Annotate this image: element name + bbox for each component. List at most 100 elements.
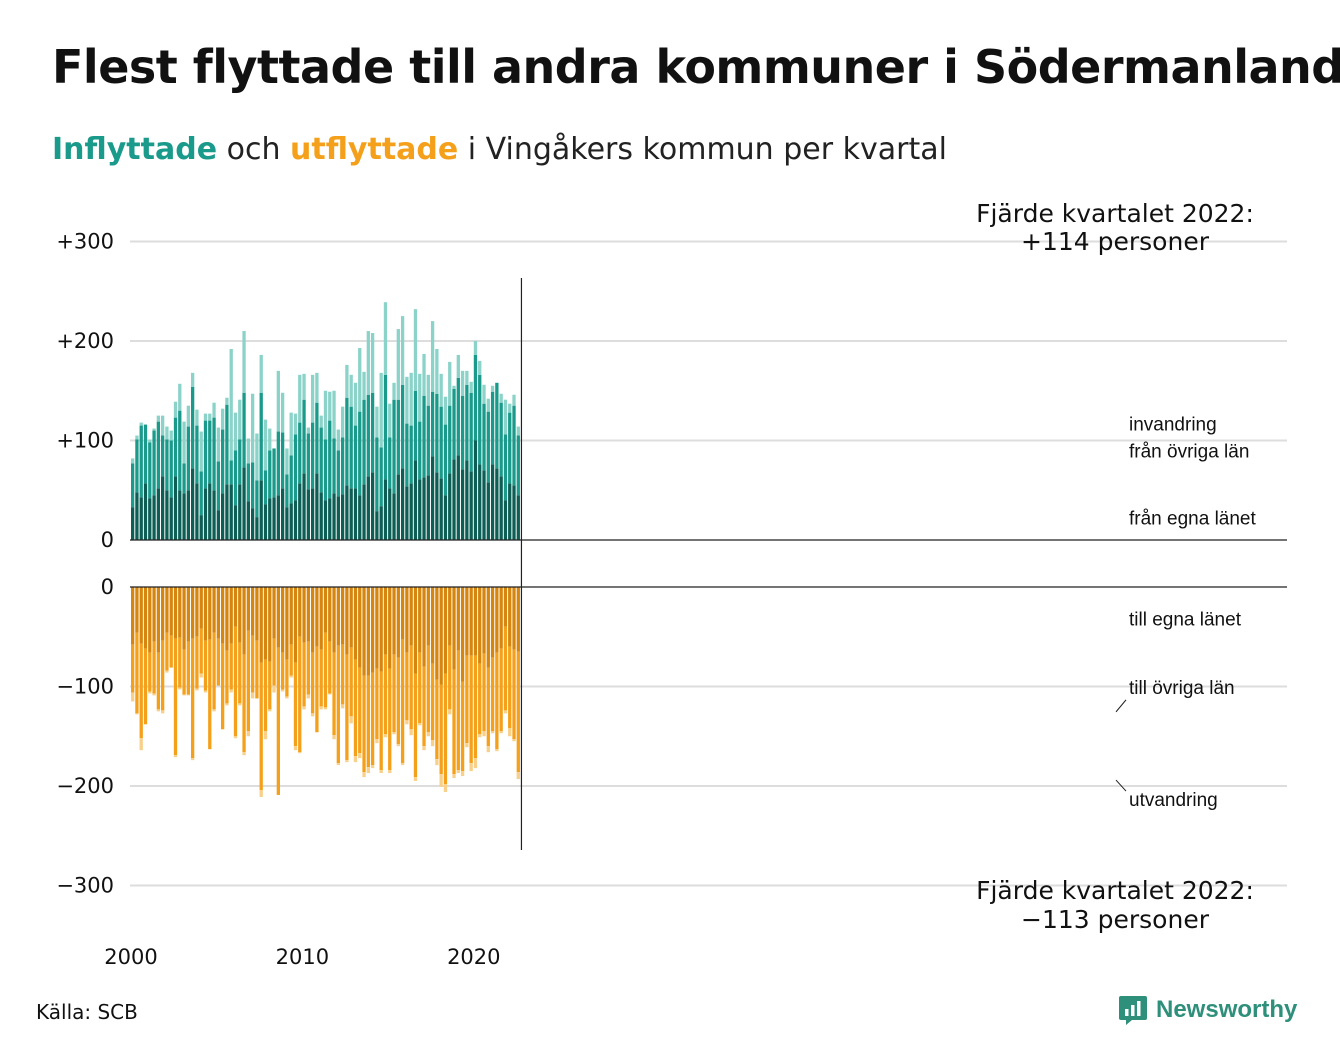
annotation-bottom-line2: −113 personer: [1021, 905, 1210, 934]
y-tick-label: +300: [56, 230, 114, 254]
bar-in-abroad: [242, 331, 246, 393]
bar-in-abroad: [178, 383, 182, 411]
bar-in-own: [315, 473, 319, 540]
bar-out-abroad: [199, 673, 203, 678]
bar-in-abroad: [469, 381, 473, 393]
bar-out-own: [422, 587, 426, 667]
bar-in-abroad: [199, 431, 203, 472]
bar-out-own: [165, 587, 169, 633]
bar-out-own: [216, 587, 220, 639]
bar-in-other: [426, 405, 430, 476]
bar-in-other: [156, 421, 161, 489]
bar-in-own: [396, 474, 400, 540]
bar-in-other: [152, 430, 156, 496]
bar-out-abroad: [268, 709, 272, 712]
bar-in-other: [242, 392, 246, 468]
bar-out-other: [302, 642, 306, 707]
bar-in-other: [418, 421, 422, 480]
bar-out-other: [469, 655, 473, 764]
bar-in-abroad: [336, 429, 340, 451]
bar-out-abroad: [405, 720, 409, 725]
bar-in-own: [336, 496, 340, 540]
bar-in-other: [135, 439, 139, 493]
bar-in-own: [503, 500, 508, 540]
bar-in-own: [452, 459, 456, 540]
bar-in-abroad: [370, 333, 375, 393]
bar-out-abroad: [229, 689, 233, 693]
bar-out-abroad: [242, 752, 246, 756]
bar-in-own: [152, 495, 156, 540]
bar-in-own: [131, 507, 135, 540]
bar-out-abroad: [370, 765, 375, 769]
bar-in-own: [212, 490, 216, 540]
bar-out-own: [469, 587, 473, 656]
bar-in-other: [435, 393, 439, 473]
bar-in-own: [508, 483, 512, 540]
bar-in-abroad: [186, 405, 191, 427]
bar-out-own: [340, 587, 345, 645]
x-tick-label: 2000: [104, 945, 157, 969]
bar-out-abroad: [388, 770, 392, 774]
bar-in-abroad: [396, 329, 400, 400]
bar-out-own: [413, 587, 418, 674]
bar-out-abroad: [173, 755, 178, 758]
bar-in-abroad: [448, 361, 452, 406]
bar-in-other: [225, 404, 229, 485]
bar-in-other: [160, 435, 165, 477]
bar-out-own: [233, 587, 238, 627]
bar-in-abroad: [182, 421, 186, 464]
bar-out-other: [490, 657, 495, 732]
bar-in-own: [310, 488, 315, 540]
bar-in-other: [409, 425, 413, 484]
bar-in-own: [246, 501, 250, 540]
subtitle-rest: i Vingåkers kommun per kvartal: [458, 132, 947, 167]
bar-out-other: [165, 632, 169, 671]
bar-out-own: [242, 587, 246, 655]
bar-out-other: [413, 673, 418, 778]
bar-in-other: [413, 390, 418, 461]
bar-out-own: [418, 587, 422, 653]
y-tick-label: +200: [56, 329, 114, 353]
label-invandring: invandring: [1129, 415, 1217, 436]
bar-in-own: [139, 497, 143, 540]
bar-out-abroad: [469, 763, 473, 772]
bar-in-abroad: [160, 415, 165, 436]
bar-in-abroad: [195, 409, 199, 426]
bar-in-own: [323, 500, 328, 540]
bar-in-abroad: [306, 427, 310, 434]
bar-in-own: [439, 478, 443, 540]
bar-out-own: [332, 587, 336, 653]
bar-out-other: [370, 672, 375, 766]
bar-in-other: [499, 402, 503, 477]
bar-out-other: [349, 647, 353, 717]
bar-out-other: [418, 652, 422, 724]
bar-out-own: [516, 587, 520, 652]
bar-in-other: [405, 423, 409, 487]
bar-in-own: [482, 470, 486, 540]
bar-out-abroad: [358, 753, 362, 759]
bar-out-abroad: [482, 731, 486, 737]
bar-out-own: [465, 587, 469, 656]
bar-out-own: [190, 587, 195, 639]
bar-out-abroad: [340, 704, 345, 709]
bar-out-other: [340, 644, 345, 705]
bar-in-own: [160, 476, 165, 540]
bar-out-own: [135, 587, 139, 633]
bar-out-other: [259, 662, 263, 790]
bar-in-own: [362, 484, 366, 540]
bar-out-own: [409, 587, 413, 646]
bar-out-other: [473, 655, 478, 759]
bar-out-own: [268, 587, 272, 662]
bar-in-abroad: [148, 439, 152, 443]
bar-out-other: [160, 640, 165, 711]
bar-in-abroad: [293, 413, 298, 435]
bar-in-other: [315, 402, 319, 474]
bar-out-own: [178, 587, 182, 638]
bar-in-own: [190, 468, 195, 540]
bar-in-own: [388, 488, 392, 540]
label-fran-egna-lanet: från egna länet: [1129, 509, 1256, 530]
bar-in-own: [156, 488, 161, 540]
bar-out-own: [323, 587, 328, 633]
bar-out-abroad: [332, 735, 336, 740]
bar-out-abroad: [418, 723, 422, 726]
